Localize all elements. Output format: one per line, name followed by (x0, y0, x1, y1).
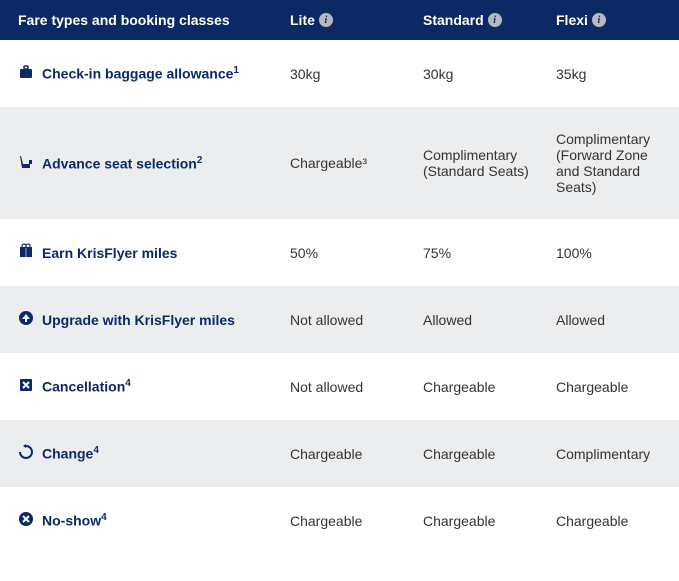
table-cell: 35kg (546, 64, 679, 83)
gift-icon (18, 243, 34, 262)
row-label: Cancellation4 (0, 377, 280, 396)
table-cell: Chargeable (413, 444, 546, 463)
row-label-sup: 4 (93, 445, 99, 456)
cell-value: 30kg (423, 66, 453, 82)
luggage-icon (18, 64, 34, 83)
table-row: Change4 Chargeable Chargeable Complimentary (0, 420, 679, 487)
row-label: Advance seat selection2 (0, 131, 280, 195)
row-label: Check-in baggage allowance1 (0, 64, 280, 83)
cell-value: Complimentary (Standard Seats) (423, 147, 536, 179)
table-cell: Chargeable (546, 511, 679, 530)
table-row: No-show4 Chargeable Chargeable Chargeable (0, 487, 679, 554)
row-label: Earn KrisFlyer miles (0, 243, 280, 262)
seat-icon (18, 154, 34, 173)
table-cell: Not allowed (280, 310, 413, 329)
row-label-text: Earn KrisFlyer miles (42, 245, 177, 261)
row-label-text: Upgrade with KrisFlyer miles (42, 312, 235, 328)
table-cell: 30kg (413, 64, 546, 83)
table-cell: Allowed (546, 310, 679, 329)
cell-value: Complimentary (Forward Zone and Standard… (556, 131, 669, 195)
header-title-text: Fare types and booking classes (18, 12, 230, 28)
row-label-text: Check-in baggage allowance1 (42, 65, 239, 82)
table-cell: Complimentary (Standard Seats) (413, 131, 546, 195)
table-row: Cancellation4 Not allowed Chargeable Charge… (0, 353, 679, 420)
table-cell: Not allowed (280, 377, 413, 396)
table-cell: 100% (546, 243, 679, 262)
table-row: Check-in baggage allowance1 30kg 30kg 35kg (0, 40, 679, 107)
cell-value: Chargeable (423, 446, 495, 462)
table-cell: Chargeable (280, 444, 413, 463)
table-cell: 75% (413, 243, 546, 262)
table-cell: Allowed (413, 310, 546, 329)
table-cell: Complimentary (Forward Zone and Standard… (546, 131, 679, 195)
cell-value: 100% (556, 245, 592, 261)
cell-value: Chargeable (423, 379, 495, 395)
cell-value: 50% (290, 245, 318, 261)
cell-value: Chargeable (423, 513, 495, 529)
row-label-text: Change4 (42, 445, 99, 462)
header-col-label: Lite (290, 12, 315, 28)
cell-value: Not allowed (290, 379, 363, 395)
row-label-text: Cancellation4 (42, 378, 131, 395)
table-row: Upgrade with KrisFlyer miles Not allowed A… (0, 286, 679, 353)
cell-value: Chargeable (556, 513, 628, 529)
row-label: Change4 (0, 444, 280, 463)
cell-value: Complimentary (556, 446, 650, 462)
header-col-label: Flexi (556, 12, 588, 28)
cell-value: Allowed (423, 312, 472, 328)
cancel-icon (18, 377, 34, 396)
table-cell: Chargeable (413, 377, 546, 396)
cell-value: Not allowed (290, 312, 363, 328)
info-icon[interactable]: i (488, 13, 502, 27)
row-label-sup: 1 (233, 65, 239, 76)
cell-value: Chargeable³ (290, 155, 367, 171)
table-cell: Chargeable (280, 511, 413, 530)
row-label: No-show4 (0, 511, 280, 530)
fare-table: Fare types and booking classes Lite i St… (0, 0, 679, 554)
table-body: Check-in baggage allowance1 30kg 30kg 35kg A… (0, 40, 679, 554)
cell-value: Chargeable (290, 446, 362, 462)
table-cell: Complimentary (546, 444, 679, 463)
cell-value: 30kg (290, 66, 320, 82)
row-label-text: Advance seat selection2 (42, 155, 202, 172)
cell-value: 35kg (556, 66, 586, 82)
cell-value: Allowed (556, 312, 605, 328)
table-cell: Chargeable³ (280, 131, 413, 195)
header-col-label: Standard (423, 12, 484, 28)
upgrade-icon (18, 310, 34, 329)
row-label-sup: 4 (125, 378, 131, 389)
noshow-icon (18, 511, 34, 530)
header-col-standard: Standard i (413, 12, 546, 28)
row-label-sup: 4 (101, 512, 107, 523)
cell-value: 75% (423, 245, 451, 261)
table-row: Advance seat selection2 Chargeable³ Compli… (0, 107, 679, 219)
info-icon[interactable]: i (592, 13, 606, 27)
header-title: Fare types and booking classes (0, 12, 280, 28)
cell-value: Chargeable (556, 379, 628, 395)
header-col-lite: Lite i (280, 12, 413, 28)
info-icon[interactable]: i (319, 13, 333, 27)
header-col-flexi: Flexi i (546, 12, 679, 28)
table-cell: 30kg (280, 64, 413, 83)
cell-value: Chargeable (290, 513, 362, 529)
table-row: Earn KrisFlyer miles 50% 75% 100% (0, 219, 679, 286)
table-header-row: Fare types and booking classes Lite i St… (0, 0, 679, 40)
change-icon (18, 444, 34, 463)
table-cell: Chargeable (413, 511, 546, 530)
row-label-sup: 2 (197, 155, 203, 166)
row-label: Upgrade with KrisFlyer miles (0, 310, 280, 329)
table-cell: 50% (280, 243, 413, 262)
row-label-text: No-show4 (42, 512, 107, 529)
table-cell: Chargeable (546, 377, 679, 396)
